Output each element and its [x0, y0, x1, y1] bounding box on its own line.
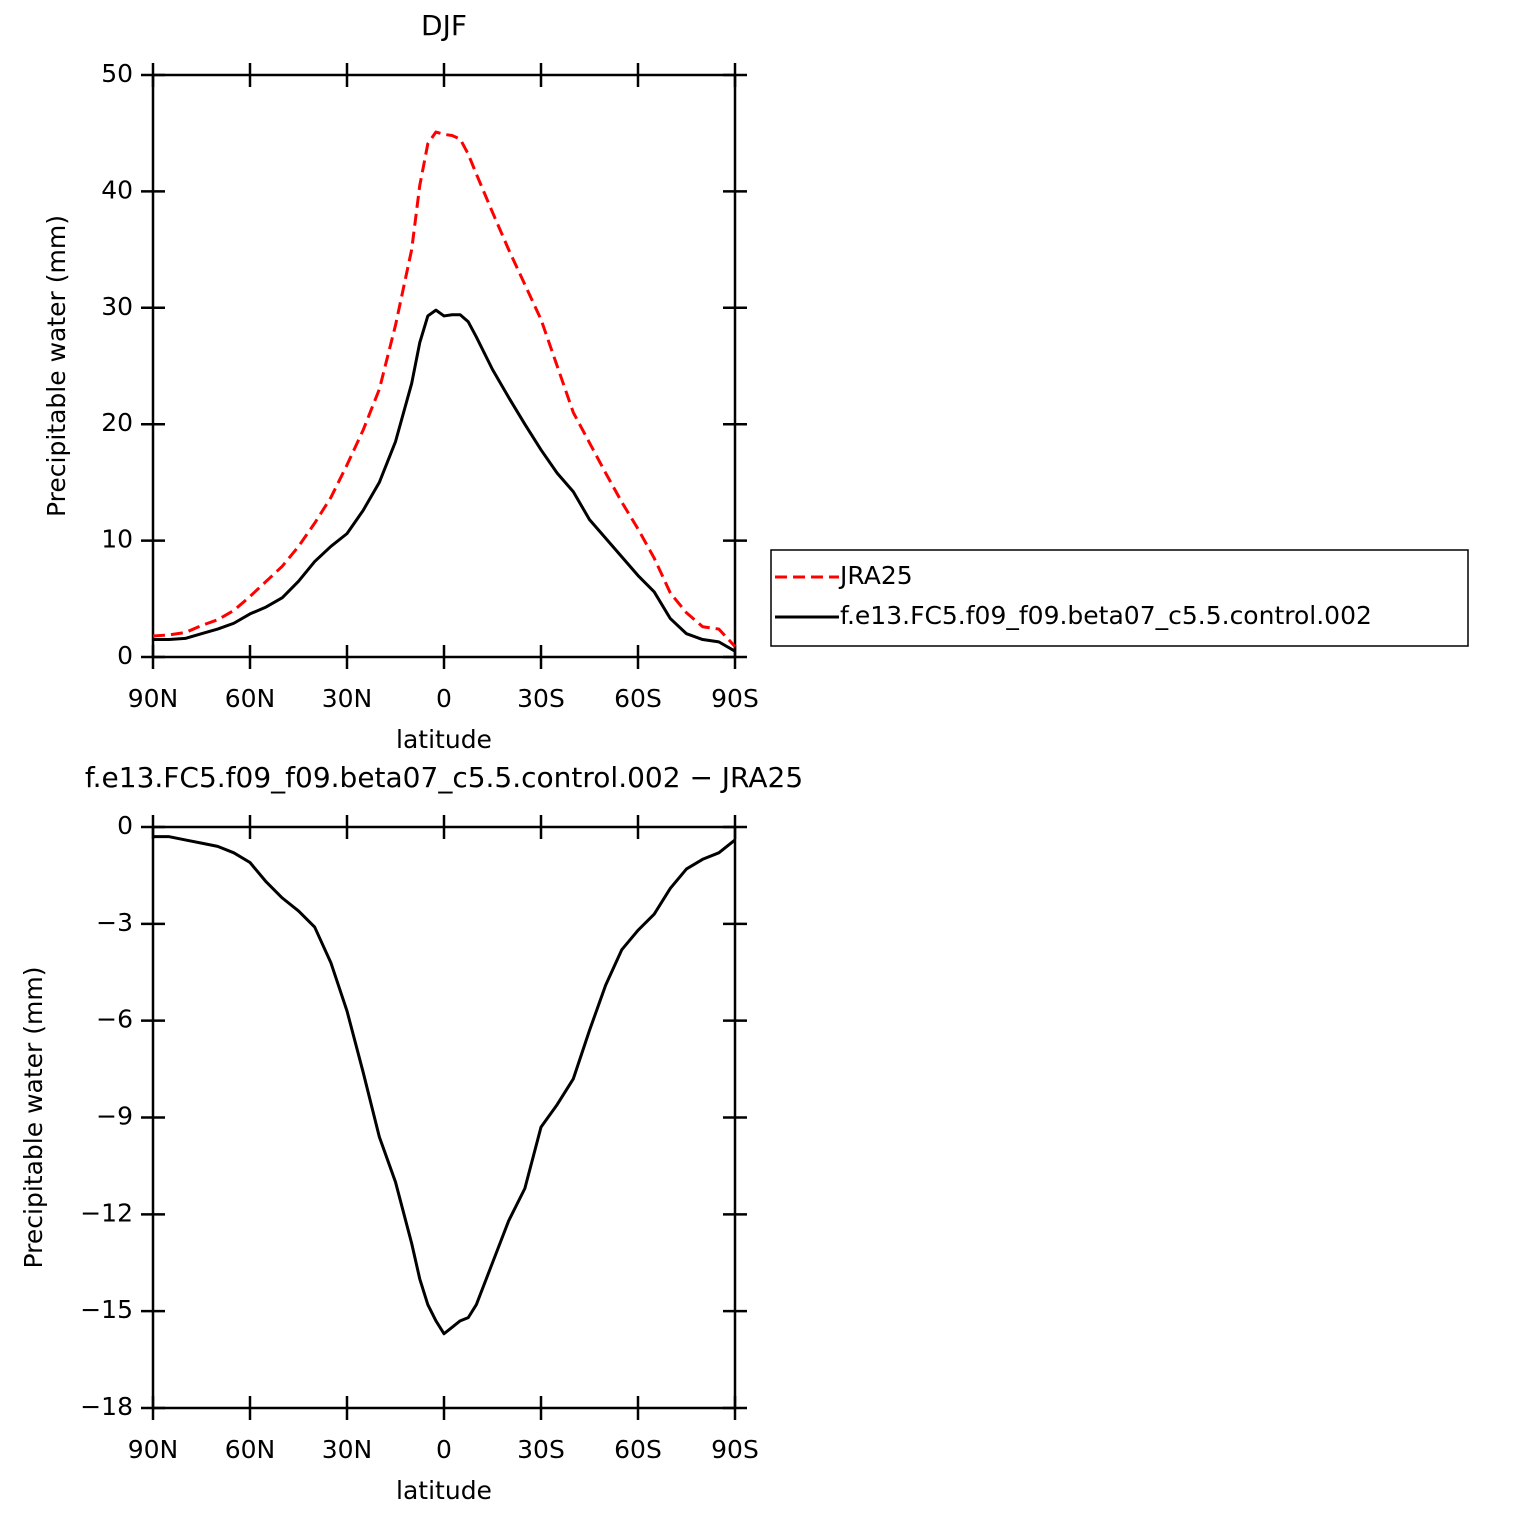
chart-title: f.e13.FC5.f09_f09.beta07_c5.5.control.00…: [85, 761, 803, 794]
x-tick-label: 30S: [517, 1435, 565, 1464]
y-tick-label: 0: [117, 811, 133, 840]
legend-label: f.e13.FC5.f09_f09.beta07_c5.5.control.00…: [840, 601, 1372, 630]
y-axis-label: Precipitable water (mm): [42, 215, 71, 517]
x-tick-label: 90N: [128, 684, 179, 713]
x-tick-label: 0: [436, 684, 452, 713]
y-tick-label: −3: [96, 908, 133, 937]
x-tick-label: 30N: [322, 684, 373, 713]
data-line: [153, 308, 736, 653]
x-tick-label: 30S: [517, 684, 565, 713]
y-tick-label: −15: [80, 1295, 133, 1324]
y-tick-label: −6: [96, 1005, 133, 1034]
y-tick-label: 10: [101, 525, 133, 554]
chart-title: DJF: [421, 9, 467, 42]
data-line: [153, 835, 736, 1336]
y-tick-label: −18: [80, 1392, 133, 1421]
y-tick-label: 40: [101, 175, 133, 204]
x-tick-label: 0: [436, 1435, 452, 1464]
x-tick-label: 90S: [711, 1435, 759, 1464]
x-tick-label: 60S: [614, 684, 662, 713]
legend-box: [770, 549, 1469, 647]
y-axis-label: Precipitable water (mm): [19, 967, 48, 1269]
x-axis-label: latitude: [396, 725, 492, 754]
x-tick-label: 60S: [614, 1435, 662, 1464]
legend-label: JRA25: [838, 561, 913, 590]
x-tick-label: 30N: [322, 1435, 373, 1464]
y-tick-label: −9: [96, 1102, 133, 1131]
x-tick-label: 60N: [225, 1435, 276, 1464]
x-tick-label: 90S: [711, 684, 759, 713]
x-tick-label: 60N: [225, 684, 276, 713]
x-tick-label: 90N: [128, 1435, 179, 1464]
data-line: [152, 130, 737, 648]
plot-frame: [151, 73, 737, 659]
y-tick-label: −12: [80, 1198, 133, 1227]
x-axis-label: latitude: [396, 1476, 492, 1505]
y-tick-label: 20: [101, 408, 133, 437]
y-tick-label: 30: [101, 292, 133, 321]
y-tick-label: 0: [117, 641, 133, 670]
y-tick-label: 50: [101, 59, 133, 88]
plot-frame: [151, 825, 737, 1410]
